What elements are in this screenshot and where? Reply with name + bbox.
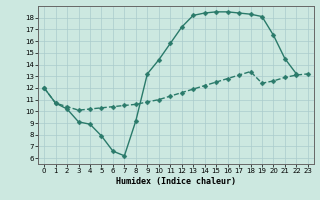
X-axis label: Humidex (Indice chaleur): Humidex (Indice chaleur) bbox=[116, 177, 236, 186]
